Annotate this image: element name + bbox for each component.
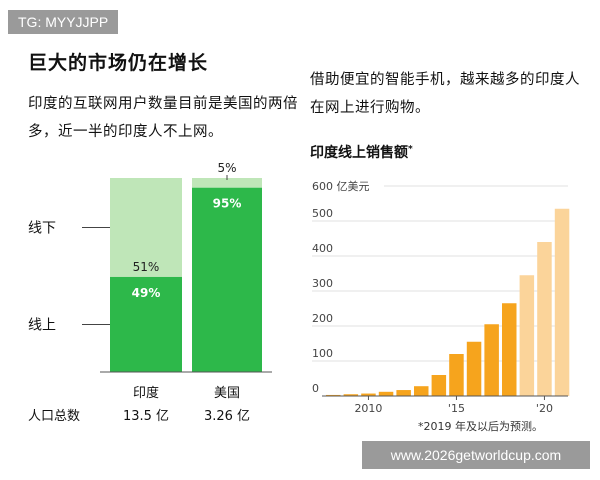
ytick-500: 500 [312, 207, 333, 220]
online-sales-chart: 0 100 200 300 400 500 600 亿美元 2010 '15 '20 [312, 180, 570, 415]
watermark-top: TG: MYYJJPP [8, 10, 119, 34]
population-label: 人口总数 [28, 409, 80, 424]
sales-bar-2008 [326, 394, 341, 396]
bar-online-1 [192, 187, 262, 372]
sales-footnote: *2019 年及以后为预测。 [418, 420, 543, 433]
xtick-2010: 2010 [354, 402, 382, 415]
sales-bar-2016 [466, 341, 482, 396]
sales-chart-title: 印度线上销售额* [310, 142, 413, 162]
sales-bar-2012 [396, 390, 411, 396]
sales-bar-2017 [484, 324, 499, 396]
sales-bar-2015 [449, 354, 464, 396]
xtick-2015: '15 [448, 402, 465, 415]
sales-bar-2018 [502, 303, 517, 396]
sales-title-text: 印度线上销售额 [310, 145, 408, 161]
sales-bar-2021 [554, 208, 570, 396]
ylabel: 600 亿美元 [312, 180, 370, 193]
ytick-100: 100 [312, 347, 333, 360]
sales-bar-2010 [361, 393, 376, 396]
sales-bar-2020 [537, 242, 552, 396]
legend-offline: 线下 [28, 220, 56, 236]
category-label-0: 印度 [133, 385, 159, 401]
population-value-0: 13.5 亿 [123, 409, 169, 424]
bar-online-0 [110, 276, 182, 372]
sales-bar-2019 [519, 275, 535, 396]
description-right: 借助便宜的智能手机，越来越多的印度人在网上进行购物。 [310, 72, 580, 116]
bar-offline-0 [110, 178, 182, 277]
label-online-1: 95% [213, 197, 242, 211]
ytick-200: 200 [312, 312, 333, 325]
watermark-bottom: www.2026getworldcup.com [362, 441, 590, 469]
category-label-1: 美国 [214, 386, 240, 401]
ytick-400: 400 [312, 242, 333, 255]
ytick-0: 0 [312, 382, 319, 395]
population-value-1: 3.26 亿 [204, 409, 250, 424]
description-left: 印度的互联网用户数量目前是美国的两倍多，近一半的印度人不上网。 [28, 96, 298, 140]
xtick-2020: '20 [536, 402, 553, 415]
sales-bar-2014 [431, 375, 447, 396]
legend-online: 线上 [28, 317, 56, 333]
label-offline-1: 5% [217, 161, 236, 175]
sales-bar-2011 [378, 391, 394, 396]
label-offline-0: 51% [133, 260, 160, 274]
headline: 巨大的市场仍在增长 [28, 52, 209, 74]
bar-offline-1 [192, 178, 262, 188]
sales-title-mark: * [408, 144, 413, 155]
sales-bar-2009 [343, 394, 359, 396]
label-online-0: 49% [132, 286, 161, 300]
sales-bar-2013 [414, 386, 429, 396]
ytick-300: 300 [312, 277, 333, 290]
